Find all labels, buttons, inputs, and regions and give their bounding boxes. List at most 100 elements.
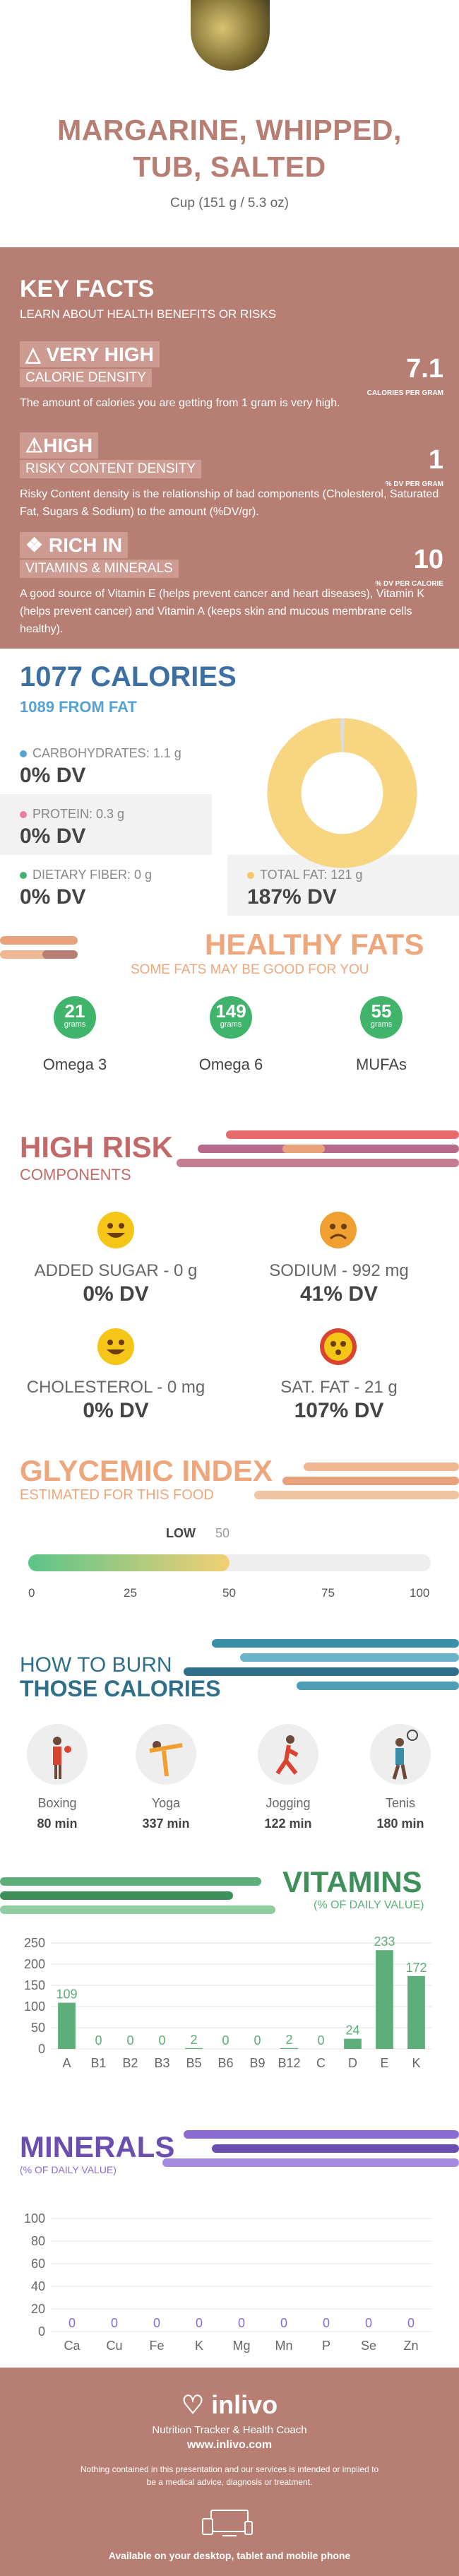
bar-B12 (280, 2048, 298, 2049)
minerals-title: MINERALS (20, 2130, 175, 2163)
category-label: B2 (122, 2056, 138, 2070)
bar-value-label: 2 (285, 2033, 292, 2047)
fact-description: Risky Content density is the relationshi… (20, 488, 439, 518)
leaf-icon: ❖ (25, 534, 44, 556)
category-label: K (195, 2339, 203, 2353)
category-label: C (316, 2056, 326, 2070)
bar-value-label: 2 (190, 2033, 197, 2047)
nutrient-fiber: DIETARY FIBER: 0 g 0% DV (20, 868, 153, 909)
burn-title-1: HOW TO BURN (20, 1653, 172, 1677)
brand-logo: ♡ inlivo (181, 2390, 278, 2419)
y-tick-label: 0 (38, 2324, 45, 2339)
glycemic-fill (28, 1554, 230, 1571)
category-label: B6 (217, 2056, 233, 2070)
category-label: B3 (154, 2056, 169, 2070)
dizzy-face-icon (320, 1328, 357, 1365)
glycemic-value: 50 (215, 1526, 230, 1540)
vitamins-subtitle: (% OF DAILY VALUE) (314, 1899, 424, 1911)
y-tick-label: 50 (31, 2021, 45, 2035)
key-facts-subheading: LEARN ABOUT HEALTH BENEFITS OR RISKS (20, 307, 277, 321)
omega3-label: Omega 3 (42, 1056, 107, 1073)
activity-yoga: Yoga 337 min (127, 1724, 205, 1831)
category-label: K (412, 2056, 420, 2070)
fact-calorie-density: △ VERY HIGH CALORIE DENSITY 7.1 CALORIES… (20, 341, 443, 412)
glycemic-tick: 0 (28, 1586, 35, 1600)
bar-E (376, 1950, 393, 2049)
risk-label: CHOLESTEROL - 0 mg (26, 1378, 205, 1397)
y-tick-label: 20 (31, 2302, 45, 2316)
minerals-chart: 100 80 60 40 20 0 0 Ca 0 Cu 0 Fe 0 K 0 Mg 0 Mn 0 P 0 Se 0 Zn (24, 2211, 432, 2353)
happy-face-icon (97, 1212, 134, 1248)
key-facts: KEY FACTS LEARN ABOUT HEALTH BENEFITS OR… (0, 247, 459, 649)
nutrient-carbs: CARBOHYDRATES: 1.1 g 0% DV (20, 746, 181, 787)
vitamins-chart: 250 200 150 100 50 0 109 A 0 B1 0 B2 0 B3 2 B5 0 B6 0 B9 2 B1… (24, 1934, 432, 2070)
glycemic-tick: 75 (321, 1586, 335, 1600)
burn-title-2: THOSE CALORIES (20, 1676, 221, 1701)
bar-value-label: 0 (222, 2033, 229, 2048)
bar-value-label: 109 (56, 1987, 77, 2002)
category-label: Ca (64, 2339, 81, 2353)
bar-value-label: 0 (153, 2316, 160, 2330)
food-title: MARGARINE, WHIPPED, TUB, SALTED (57, 114, 402, 183)
risk-label: SAT. FAT - 21 g (280, 1378, 398, 1397)
category-label: D (348, 2056, 357, 2070)
heart-icon: ♡ (181, 2390, 205, 2419)
bar-value-label: 0 (95, 2033, 102, 2048)
y-tick-label: 200 (24, 1957, 45, 1971)
category-label: E (380, 2056, 388, 2070)
bar-B5 (185, 2048, 203, 2049)
bar-value-label: 233 (374, 1934, 395, 1949)
bar-A (58, 2002, 76, 2049)
fact-label: RISKY CONTENT DENSITY (20, 460, 202, 478)
category-label: Cu (106, 2339, 122, 2353)
omega3-circle: 21 grams (54, 996, 96, 1039)
risk-label: ADDED SUGAR - 0 g (34, 1261, 198, 1280)
category-label: Mn (275, 2339, 292, 2353)
nutrient-fat: TOTAL FAT: 121 g 187% DV (227, 855, 459, 916)
fact-risky-density: ⚠HIGH RISKY CONTENT DENSITY 1 % DV PER G… (20, 432, 443, 521)
fact-level: ⚠HIGH (20, 432, 99, 459)
fact-unit: % DV PER CALORIE (375, 580, 443, 588)
bar-value-label: 0 (158, 2033, 165, 2048)
y-tick-label: 150 (24, 1978, 45, 1992)
category-label: B5 (186, 2056, 201, 2070)
y-tick-label: 250 (24, 1936, 45, 1950)
bar-K (407, 1975, 425, 2049)
mufa-circle: 55 grams (360, 996, 403, 1039)
dot-icon (20, 750, 27, 757)
glycemic-tick: 100 (410, 1586, 430, 1600)
fact-description: A good source of Vitamin E (helps preven… (20, 588, 425, 635)
footer: ♡ inlivo Nutrition Tracker & Health Coac… (0, 2368, 459, 2576)
omega6-label: Omega 6 (198, 1056, 263, 1073)
calories-section: 1077 CALORIES 1089 FROM FAT CARBOHYDRATE… (0, 649, 459, 931)
bar-value-label: 0 (365, 2316, 372, 2330)
calories-from-fat: 1089 FROM FAT (20, 698, 137, 716)
risk-dv: 107% DV (294, 1399, 384, 1422)
risk-dv: 41% DV (299, 1282, 378, 1306)
y-tick-label: 100 (24, 2211, 45, 2226)
healthy-fats-subtitle: SOME FATS MAY BE GOOD FOR YOU (131, 962, 369, 977)
footer-url[interactable]: www.inlivo.com (186, 2439, 273, 2451)
category-label: Mg (232, 2339, 250, 2353)
risk-dv: 0% DV (83, 1399, 149, 1422)
activity-tennis: Tenis 180 min (362, 1724, 439, 1831)
bar-value-label: 0 (111, 2316, 118, 2330)
bar-value-label: 0 (196, 2316, 203, 2330)
y-tick-label: 40 (31, 2279, 45, 2293)
fact-unit: CALORIES PER GRAM (366, 389, 443, 397)
y-tick-label: 60 (31, 2257, 45, 2271)
devices-icon (201, 2509, 258, 2537)
happy-face-icon (97, 1328, 134, 1365)
high-risk-title: HIGH RISK (20, 1130, 174, 1164)
high-risk-subtitle: COMPONENTS (20, 1166, 131, 1183)
food-image (191, 0, 270, 71)
fact-value: 7.1 (406, 354, 443, 384)
category-label: B12 (278, 2056, 300, 2070)
dot-icon (20, 872, 27, 879)
calorie-donut-chart (267, 718, 417, 868)
footer-tagline: Nutrition Tracker & Health Coach (152, 2424, 307, 2436)
category-label: B1 (90, 2056, 106, 2070)
category-label: Se (361, 2339, 376, 2353)
bar-value-label: 0 (126, 2033, 133, 2048)
